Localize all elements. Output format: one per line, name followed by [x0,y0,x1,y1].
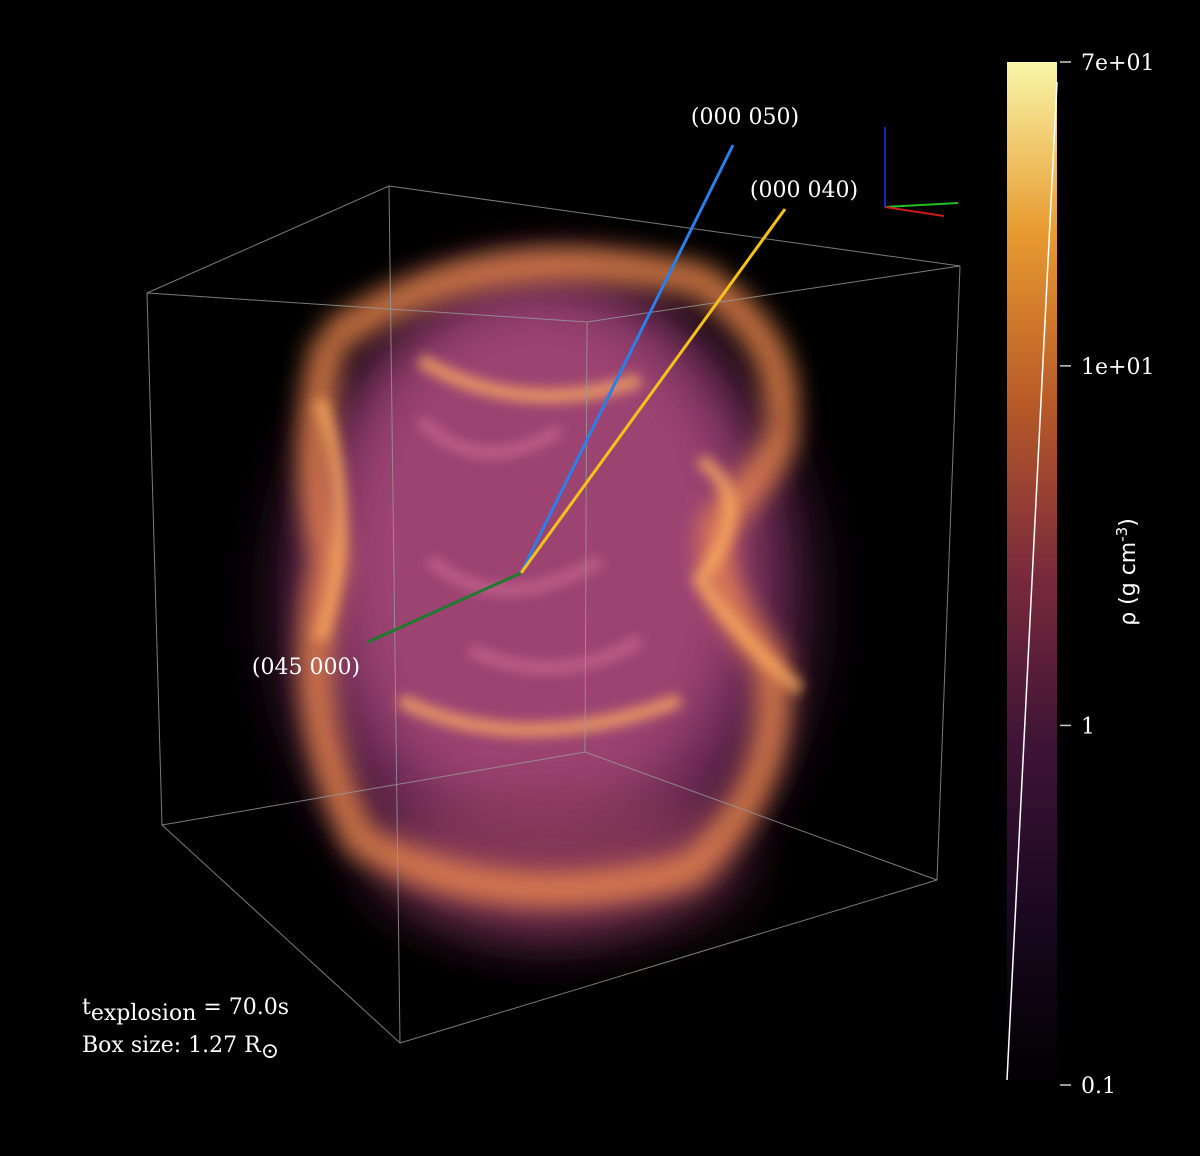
colorbar-label-text: ρ (g cm [1116,542,1141,626]
axis-triad [884,127,959,217]
bounding-box [146,185,961,1044]
line-label: (000 040) [750,178,858,203]
colorbar-label: ρ (g cm-3) [1113,518,1141,626]
time-symbol: t [82,995,91,1020]
box-size-text: Box size: 1.27 R [82,1033,262,1058]
colorbar-label-end: ) [1116,518,1141,527]
colorbar-tick-label: 7e+01 [1081,51,1154,76]
colorbar-label-superscript: -3 [1113,527,1131,542]
line-label: (045 000) [252,655,360,680]
colorbar-tick-label: 1e+01 [1081,355,1154,380]
colorbar-tick-label: 1 [1081,714,1095,739]
box-size-label: Box size: 1.27 R⊙ [82,1033,279,1064]
time-label: texplosion = 70.0s [82,995,289,1026]
colorbar-tick-label: 0.1 [1081,1074,1116,1099]
box-size-subscript: ⊙ [261,1039,279,1064]
colorbar: 0.1 1 1e+01 7e+01 [1006,51,1154,1099]
time-value: = 70.0s [196,995,289,1020]
time-subscript: explosion [91,1001,197,1026]
volume-render [285,247,805,930]
direction-lines [367,144,787,644]
transfer-function [1006,81,1058,1081]
line-label: (000 050) [691,105,799,130]
